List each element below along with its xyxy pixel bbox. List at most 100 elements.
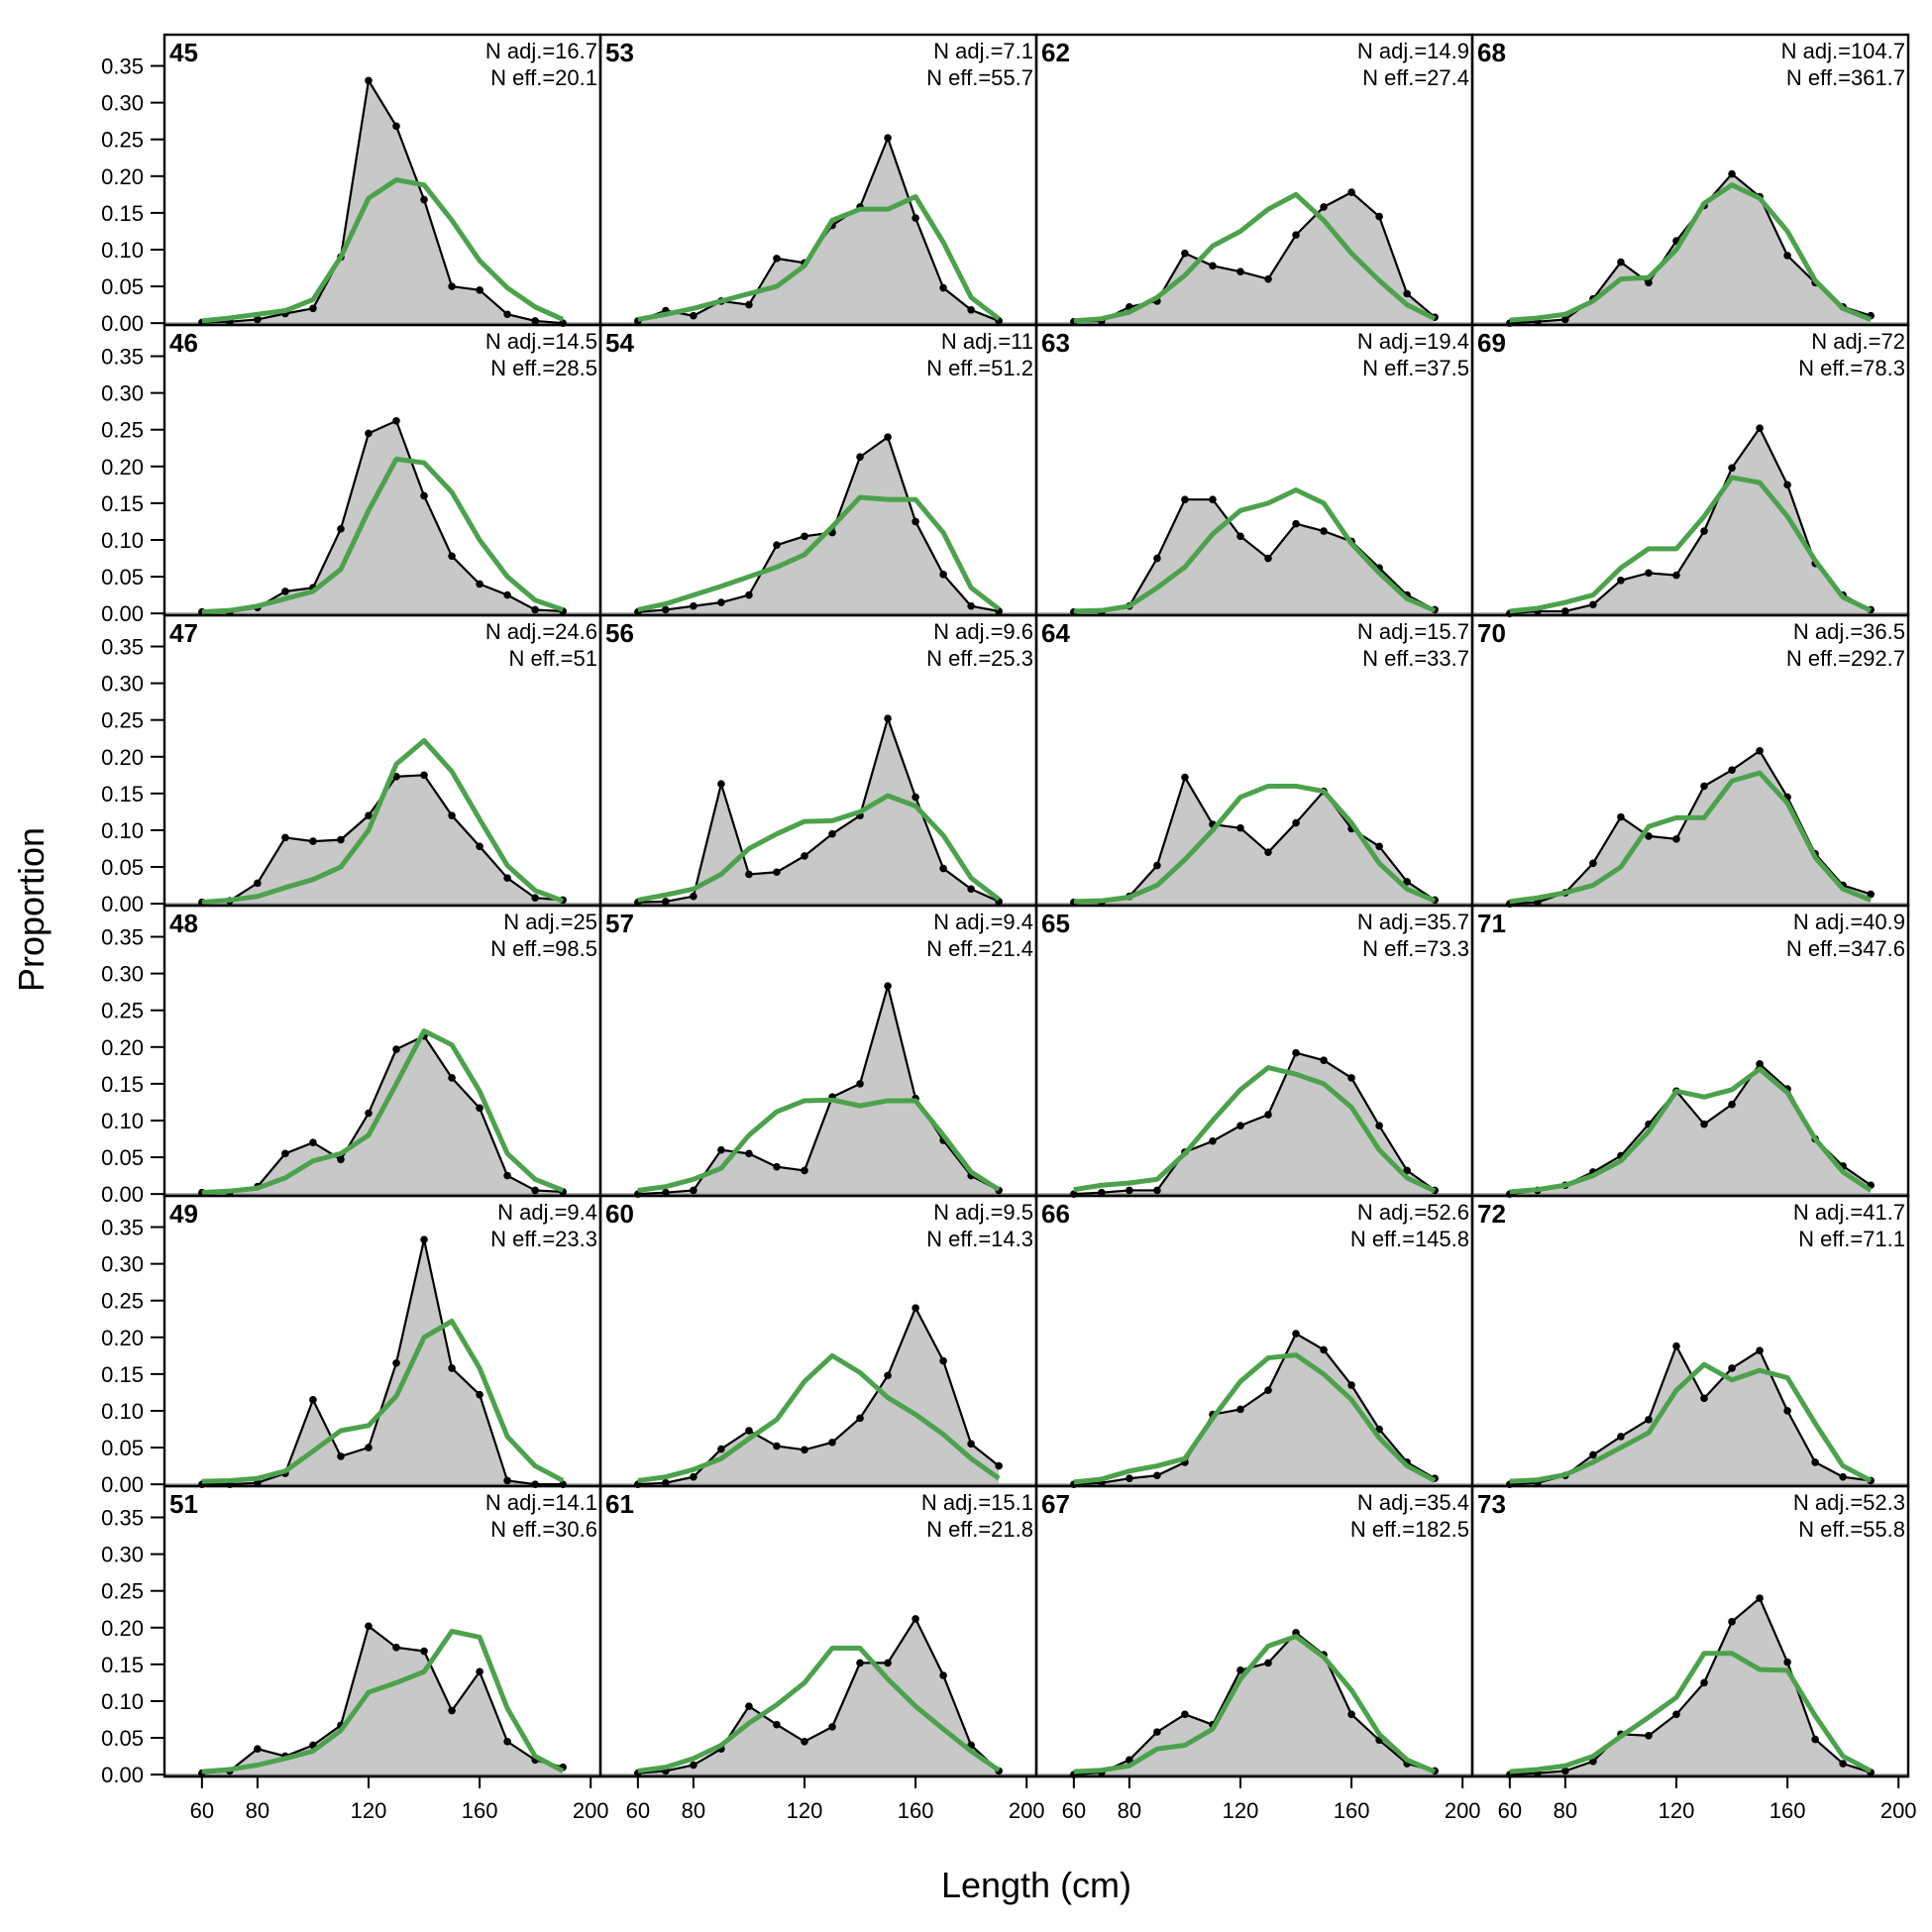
observed-point	[1700, 1394, 1708, 1403]
observed-point	[254, 1745, 262, 1753]
observed-point	[1153, 861, 1161, 870]
observed-point	[967, 305, 975, 314]
panel-72: 72 N adj.=41.7N eff.=71.1	[1470, 1194, 1910, 1488]
n-eff-label: N eff.=20.1	[490, 65, 597, 90]
y-tick-label: 0.20	[101, 164, 144, 189]
observed-point	[1645, 278, 1653, 287]
observed-point	[690, 1761, 698, 1770]
panel-62: 62 N adj.=14.9N eff.=27.4	[1034, 33, 1474, 327]
observed-line	[1073, 1631, 1436, 1776]
x-tick-label: 120	[1659, 1798, 1695, 1823]
y-axis-group: 0.00 0.05 0.10 0.15 0.20 0.25 0.30 0.35 0.00 0.05…	[101, 54, 164, 1787]
observed-point	[1209, 262, 1217, 270]
y-tick-label: 0.05	[101, 274, 144, 299]
y-axis-row-6: 0.00 0.05 0.10 0.15 0.20 0.25 0.30 0.35	[101, 1506, 164, 1787]
observed-area	[201, 1626, 564, 1775]
observed-point	[309, 1138, 317, 1147]
observed-point	[476, 1667, 483, 1676]
observed-point	[717, 598, 725, 606]
observed-point	[967, 601, 975, 610]
observed-point	[476, 1104, 483, 1113]
observed-point	[1209, 495, 1217, 503]
observed-point	[1153, 554, 1161, 563]
y-tick-label: 0.15	[101, 1653, 144, 1677]
panel-label: 57	[605, 909, 634, 938]
y-tick-label: 0.15	[101, 1072, 144, 1097]
observed-point	[884, 1371, 892, 1380]
observed-point	[1126, 1186, 1133, 1195]
n-adj-label: N adj.=14.5	[485, 329, 597, 354]
x-axis-title: Length (cm)	[941, 1865, 1131, 1905]
observed-point	[392, 417, 400, 425]
y-tick-label: 0.00	[101, 892, 144, 916]
observed-line	[1073, 190, 1436, 323]
observed-point	[1126, 1474, 1133, 1483]
observed-point	[448, 811, 456, 819]
n-eff-label: N eff.=182.5	[1350, 1517, 1469, 1542]
expected-line	[1073, 1352, 1437, 1485]
observed-point	[939, 864, 947, 873]
y-tick-label: 0.20	[101, 1616, 144, 1641]
observed-point	[392, 1644, 400, 1652]
observed-point	[448, 1364, 456, 1372]
observed-line	[1073, 1332, 1436, 1486]
observed-point	[337, 1452, 345, 1460]
observed-point	[254, 315, 262, 324]
n-adj-label: N adj.=24.6	[485, 619, 597, 644]
observed-point	[1375, 842, 1383, 851]
n-adj-label: N adj.=104.7	[1781, 39, 1905, 63]
panel-label: 69	[1477, 328, 1506, 358]
expected-line	[201, 177, 565, 324]
observed-point	[1617, 1433, 1625, 1441]
observed-point	[281, 1149, 289, 1158]
expected-line	[1509, 770, 1873, 905]
y-tick-label: 0.10	[101, 818, 144, 843]
observed-point	[337, 835, 345, 844]
observed-area	[1509, 1345, 1872, 1485]
observed-point	[1728, 1618, 1736, 1626]
observed-point	[1375, 1425, 1383, 1434]
y-tick-label: 0.05	[101, 565, 144, 590]
observed-point	[912, 517, 919, 526]
panel-label: 71	[1477, 909, 1506, 938]
observed-point	[1264, 1111, 1272, 1119]
n-adj-label: N adj.=35.4	[1357, 1490, 1469, 1515]
panel-label: 70	[1477, 618, 1506, 648]
observed-point	[1728, 766, 1736, 774]
observed-point	[1728, 464, 1736, 473]
observed-point	[856, 1080, 864, 1088]
observed-point	[337, 1155, 345, 1164]
observed-area	[637, 1308, 1000, 1485]
observed-point	[745, 1427, 753, 1435]
panel-label: 72	[1477, 1199, 1506, 1229]
observed-point	[939, 1356, 947, 1365]
panel-label: 62	[1041, 38, 1070, 67]
observed-point	[801, 1166, 808, 1175]
observed-area	[637, 718, 1000, 905]
panel-label: 56	[605, 618, 634, 648]
observed-point	[690, 1472, 698, 1481]
observed-point	[1403, 1166, 1411, 1175]
x-tick-label: 160	[1770, 1798, 1806, 1823]
expected-line	[1509, 475, 1873, 614]
n-eff-label: N eff.=73.3	[1362, 936, 1469, 961]
y-tick-label: 0.25	[101, 708, 144, 733]
observed-point	[912, 1304, 919, 1312]
observed-point	[309, 837, 317, 845]
x-tick-label: 60	[190, 1798, 214, 1823]
observed-point	[1347, 1710, 1355, 1719]
n-adj-label: N adj.=19.4	[1357, 329, 1469, 354]
observed-point	[1672, 835, 1680, 843]
observed-line	[637, 714, 1000, 904]
n-adj-label: N adj.=9.5	[933, 1200, 1033, 1225]
n-adj-label: N adj.=9.4	[933, 910, 1033, 934]
observed-point	[1756, 747, 1764, 755]
observed-point	[884, 714, 892, 723]
observed-point	[420, 1235, 428, 1243]
y-tick-label: 0.10	[101, 528, 144, 553]
observed-point	[531, 317, 539, 325]
observed-point	[745, 1149, 753, 1158]
expected-line	[637, 1097, 1001, 1193]
x-tick-label: 200	[573, 1798, 609, 1823]
